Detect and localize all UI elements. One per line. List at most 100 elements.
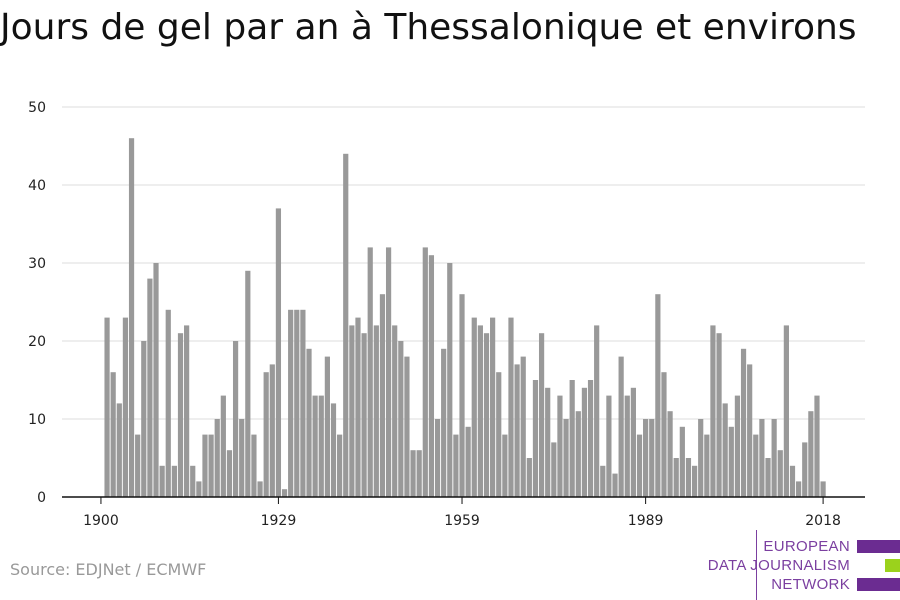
bar-1958 xyxy=(453,434,459,497)
y-axis-ticks: 0 10 20 30 40 50 xyxy=(28,100,46,506)
bar-1935 xyxy=(312,395,318,497)
bar-2007 xyxy=(753,434,759,497)
bar-1962 xyxy=(477,325,483,497)
bar-1953 xyxy=(422,247,428,497)
bar-1945 xyxy=(373,325,379,497)
bar-1961 xyxy=(471,317,477,497)
bar-1934 xyxy=(306,348,312,497)
bar-1950 xyxy=(404,356,410,497)
x-tick-label: 1900 xyxy=(83,513,119,529)
bar-1980 xyxy=(587,380,594,497)
bar-1932 xyxy=(294,309,300,497)
bar-1983 xyxy=(606,395,612,497)
bar-1916 xyxy=(196,481,202,497)
x-tick-label: 1989 xyxy=(628,513,664,529)
bar-1905 xyxy=(128,138,135,497)
bar-1967 xyxy=(508,317,514,497)
bar-1993 xyxy=(667,411,673,497)
bar-1903 xyxy=(116,403,122,497)
bar-1989 xyxy=(643,419,649,497)
bar-1968 xyxy=(514,364,520,497)
bar-1924 xyxy=(245,270,251,497)
bar-1928 xyxy=(269,364,275,497)
bar-1941 xyxy=(349,325,355,497)
bar-1917 xyxy=(202,434,208,497)
logo-line-2: DATA JOURNALISM xyxy=(707,557,850,574)
bar-1975 xyxy=(557,395,563,497)
bar-1990 xyxy=(649,419,655,497)
bar-1991 xyxy=(655,294,661,497)
bar-1963 xyxy=(483,333,490,497)
logo-bar-2 xyxy=(885,559,900,572)
bar-1914 xyxy=(184,325,190,497)
bar-1992 xyxy=(661,372,667,497)
bar-1915 xyxy=(190,465,196,497)
bar-2001 xyxy=(716,333,722,497)
x-tick-label: 2018 xyxy=(805,513,841,529)
bar-1901 xyxy=(104,317,110,497)
bar-1996 xyxy=(685,458,692,497)
logo-line-1: EUROPEAN xyxy=(763,538,850,555)
bar-1985 xyxy=(618,356,624,497)
bar-1911 xyxy=(165,309,171,497)
bar-1986 xyxy=(624,395,630,497)
bar-2013 xyxy=(789,465,796,497)
bar-1925 xyxy=(251,434,257,497)
bar-1976 xyxy=(563,419,569,497)
bar-2000 xyxy=(710,325,716,497)
bar-1969 xyxy=(520,356,526,497)
bar-1919 xyxy=(214,419,220,497)
y-tick-label: 40 xyxy=(28,178,46,194)
bar-2008 xyxy=(759,419,765,497)
bar-1977 xyxy=(569,380,575,497)
bar-2015 xyxy=(802,442,808,497)
bar-1978 xyxy=(575,411,581,497)
bar-2003 xyxy=(728,426,734,497)
bar-1948 xyxy=(392,325,398,497)
bar-1960 xyxy=(465,426,471,497)
bar-1987 xyxy=(630,387,636,497)
bar-2011 xyxy=(777,450,783,497)
bar-1988 xyxy=(636,434,643,497)
logo-line-3: NETWORK xyxy=(771,576,850,593)
bar-1930 xyxy=(281,489,288,497)
bar-1943 xyxy=(361,333,367,497)
bars xyxy=(104,138,826,498)
bar-1998 xyxy=(698,419,704,497)
bar-1922 xyxy=(232,341,239,497)
y-tick-label: 10 xyxy=(28,412,46,428)
bar-1937 xyxy=(324,356,330,497)
bar-1955 xyxy=(434,419,441,497)
logo-bar-1 xyxy=(857,540,900,553)
bar-2009 xyxy=(765,458,771,497)
y-tick-label: 30 xyxy=(28,256,46,272)
bar-1984 xyxy=(612,473,618,497)
bar-2002 xyxy=(722,403,728,497)
y-tick-label: 50 xyxy=(28,100,46,116)
bar-1927 xyxy=(263,372,269,497)
y-tick-label: 20 xyxy=(28,334,46,350)
bar-1938 xyxy=(330,403,337,497)
bar-1906 xyxy=(135,434,141,497)
bar-2004 xyxy=(734,395,741,497)
bar-2010 xyxy=(771,419,777,497)
bar-1913 xyxy=(177,333,184,497)
bar-1902 xyxy=(110,372,116,497)
bar-1973 xyxy=(545,387,551,497)
bar-2014 xyxy=(796,481,802,497)
bar-1904 xyxy=(122,317,129,497)
bar-1949 xyxy=(398,341,404,497)
bar-1971 xyxy=(532,380,539,497)
logo-divider xyxy=(756,530,757,600)
bar-1923 xyxy=(239,419,245,497)
bar-1944 xyxy=(367,247,373,497)
bar-1942 xyxy=(355,317,361,497)
bar-1997 xyxy=(691,465,698,497)
bar-1909 xyxy=(153,263,159,497)
bar-1951 xyxy=(410,450,416,497)
bar-1936 xyxy=(318,395,324,497)
bar-1940 xyxy=(343,153,349,498)
bar-1918 xyxy=(208,434,214,497)
bar-1979 xyxy=(581,387,588,497)
